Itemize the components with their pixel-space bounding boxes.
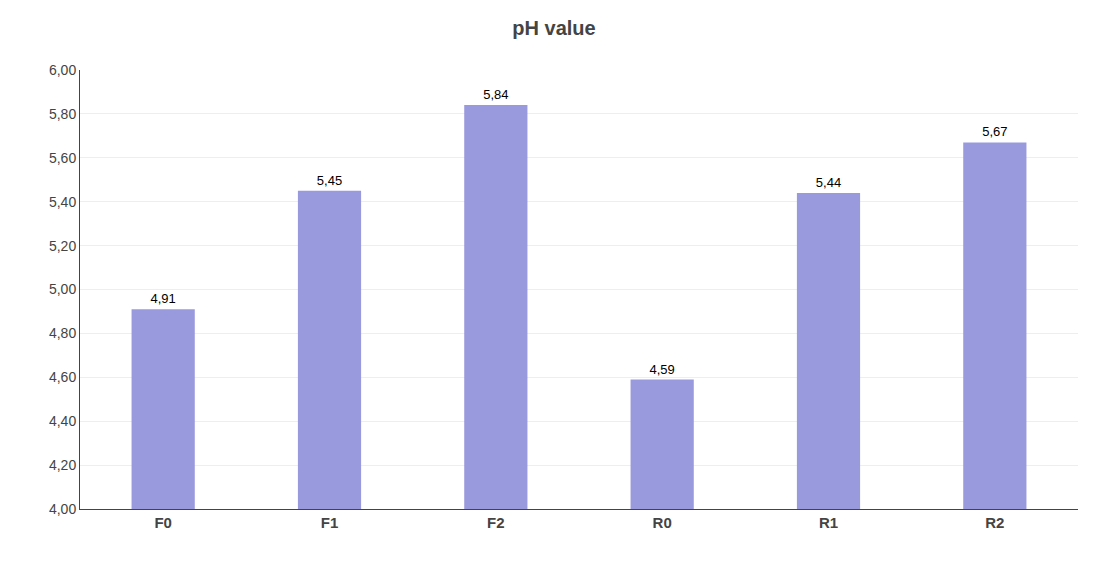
svg-text:5,00: 5,00 [49, 281, 76, 297]
svg-text:5,45: 5,45 [317, 173, 342, 188]
svg-text:R0: R0 [653, 514, 672, 531]
svg-text:R2: R2 [985, 514, 1004, 531]
svg-text:4,59: 4,59 [650, 362, 675, 377]
svg-text:4,60: 4,60 [49, 369, 76, 385]
svg-text:5,60: 5,60 [49, 150, 76, 166]
svg-text:4,80: 4,80 [49, 325, 76, 341]
svg-text:4,91: 4,91 [151, 291, 176, 306]
svg-text:5,44: 5,44 [816, 175, 841, 190]
svg-text:5,84: 5,84 [483, 87, 508, 102]
svg-text:F0: F0 [154, 514, 172, 531]
svg-text:F2: F2 [487, 514, 505, 531]
svg-text:pH value: pH value [512, 17, 595, 39]
svg-text:5,80: 5,80 [49, 106, 76, 122]
svg-text:6,00: 6,00 [49, 62, 76, 78]
svg-text:5,67: 5,67 [982, 124, 1007, 139]
svg-text:5,20: 5,20 [49, 238, 76, 254]
svg-text:4,00: 4,00 [49, 501, 76, 517]
svg-text:4,20: 4,20 [49, 457, 76, 473]
svg-text:R1: R1 [819, 514, 838, 531]
svg-text:5,40: 5,40 [49, 194, 76, 210]
svg-text:F1: F1 [321, 514, 339, 531]
svg-text:4,40: 4,40 [49, 413, 76, 429]
